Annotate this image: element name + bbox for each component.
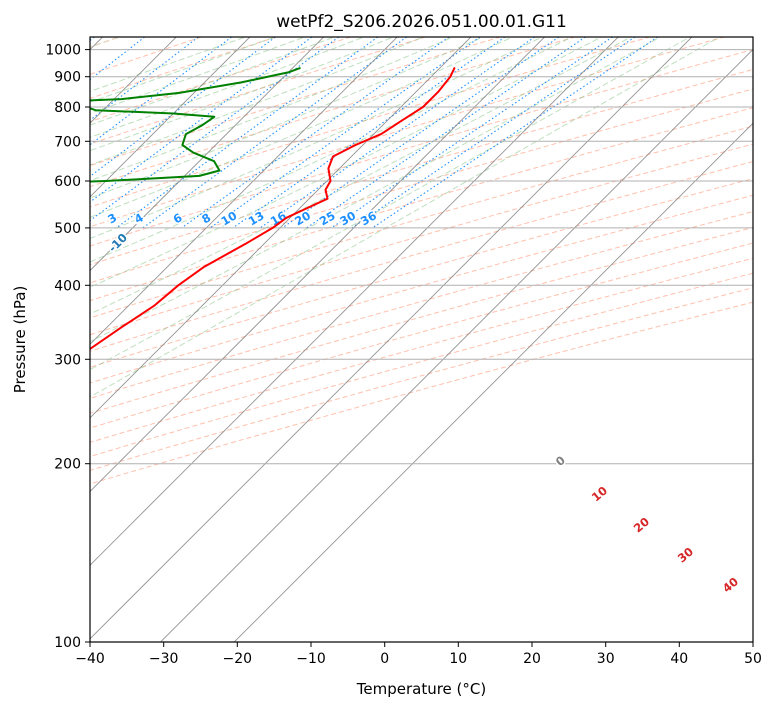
dewpoint-profile-line <box>90 67 301 183</box>
x-tick-label: −40 <box>75 651 105 667</box>
isotherm-line <box>233 122 753 642</box>
x-tick-label: −10 <box>296 651 326 667</box>
plot-frame <box>89 36 754 643</box>
y-tick-label: 1000 <box>45 43 81 59</box>
isotherm-line <box>90 37 398 345</box>
y-tick-label: 700 <box>54 134 81 150</box>
y-tick-label: 200 <box>54 457 81 473</box>
moist-adiabat-line <box>90 37 691 371</box>
x-tick-label: 0 <box>380 651 389 667</box>
moist-adiabat-line <box>90 37 306 114</box>
mixing-ratio-line <box>232 37 506 229</box>
isotherm-line <box>90 37 251 198</box>
y-tick-label: 600 <box>54 174 81 190</box>
isotherm-line <box>159 48 753 642</box>
mixing-ratio-line <box>330 37 613 229</box>
moist-adiabat-line <box>90 37 603 288</box>
moist-adiabat-line <box>90 37 425 166</box>
mixing-ratio-line <box>372 37 659 229</box>
moist-adiabat-line <box>90 37 277 103</box>
isotherm-line <box>90 37 546 493</box>
background-lines <box>90 37 753 485</box>
x-tick-label: 10 <box>449 651 467 667</box>
x-tick-label: 30 <box>597 651 615 667</box>
isotherm-line <box>90 37 693 640</box>
mixing-ratio-line <box>90 37 276 178</box>
mixing-ratio-line <box>181 37 450 229</box>
moist-adiabat-line <box>90 37 455 182</box>
x-tick-label: −30 <box>149 651 179 667</box>
mixing-ratio-line <box>90 37 313 203</box>
dry-adiabat-line <box>90 161 753 352</box>
dry-adiabat-line <box>90 178 753 368</box>
moist-adiabat-line <box>90 37 395 152</box>
mixing-ratio-line <box>90 37 339 222</box>
y-tick-label: 500 <box>54 221 81 237</box>
axis-ticks: −40 −30 −20 −10 0 10 20 30 40 50 100 200 300 400 500 60… <box>45 43 762 667</box>
mixing-ratio-line <box>209 37 481 229</box>
y-axis-title: Pressure (hPa) <box>11 286 29 394</box>
temperature-profile-line <box>90 67 456 351</box>
profile-lines <box>90 67 456 351</box>
y-tick-label: 300 <box>54 352 81 368</box>
dry-adiabat-line <box>90 49 753 247</box>
dry-adiabat-line <box>90 88 753 284</box>
x-tick-label: 20 <box>523 651 541 667</box>
x-tick-label: 40 <box>670 651 688 667</box>
isotherm-line <box>90 37 325 272</box>
y-tick-label: 400 <box>54 278 81 294</box>
moist-adiabat-line <box>90 37 573 263</box>
x-axis-title: Temperature (°C) <box>356 680 486 698</box>
mixing-ratio-line <box>306 37 586 229</box>
moist-adiabat-line <box>90 37 247 92</box>
x-tick-label: 50 <box>744 651 762 667</box>
moist-adiabat-line <box>90 37 484 199</box>
moist-adiabat-line <box>90 37 336 126</box>
moist-adiabat-line <box>90 37 662 343</box>
y-tick-label: 900 <box>54 70 81 86</box>
moist-adiabat-line <box>90 37 544 240</box>
moist-adiabat-line <box>90 37 721 398</box>
x-tick-label: −20 <box>223 651 253 667</box>
mixing-ratio-line <box>351 37 636 229</box>
y-tick-label: 800 <box>54 100 81 116</box>
mixing-ratio-line <box>90 37 199 121</box>
isotherm-line <box>90 37 619 566</box>
y-tick-label: 100 <box>54 635 81 651</box>
chart-title: wetPf2_S206.2026.051.00.01.G11 <box>276 12 567 32</box>
dry-adiabat-line <box>90 125 753 319</box>
mixing-ratio-line <box>90 37 232 146</box>
